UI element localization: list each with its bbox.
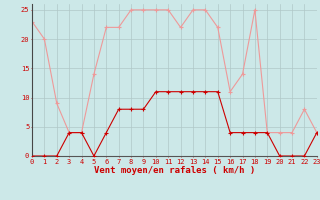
X-axis label: Vent moyen/en rafales ( km/h ): Vent moyen/en rafales ( km/h ) — [94, 166, 255, 175]
